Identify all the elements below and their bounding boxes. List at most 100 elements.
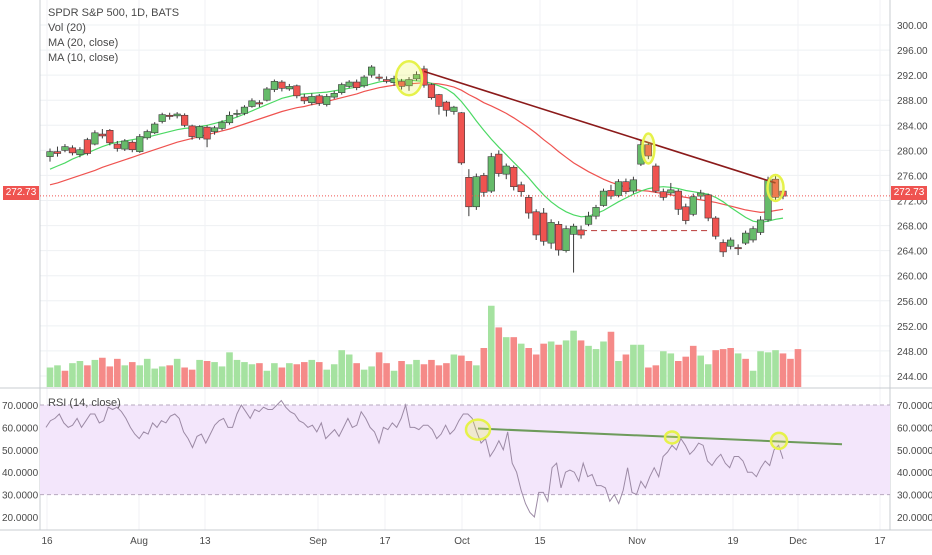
time-tick-label: 17: [874, 536, 886, 547]
main-legend: SPDR S&P 500, 1D, BATS Vol (20) MA (20, …: [48, 6, 179, 66]
volume-bar: [458, 355, 465, 387]
candle-body: [749, 228, 757, 241]
candle-body: [323, 96, 331, 105]
candle-body: [622, 181, 630, 193]
rsi-trendline[interactable]: [477, 427, 843, 446]
volume-bar: [577, 340, 585, 387]
volume-bar: [360, 369, 368, 387]
candle-body: [368, 66, 376, 76]
volume-bar: [540, 343, 547, 387]
rsi-legend[interactable]: RSI (14, close): [48, 397, 121, 409]
volume-bar: [592, 349, 600, 387]
legend-ma10[interactable]: MA (10, close): [48, 52, 119, 64]
candle-body: [607, 190, 615, 197]
candle-body: [412, 74, 421, 80]
candle-body: [293, 85, 301, 97]
candle-body: [53, 151, 62, 154]
volume-bar: [84, 365, 91, 387]
candle-body: [540, 212, 548, 242]
volume-bar: [435, 365, 443, 387]
candle-body: [689, 196, 697, 215]
candle-body: [308, 96, 316, 104]
volume-bar: [203, 361, 211, 387]
candle-body: [442, 101, 451, 111]
volume-bar: [749, 370, 757, 387]
candle-body: [225, 114, 234, 124]
candle-body: [248, 100, 256, 107]
candle-body: [487, 156, 495, 192]
legend-vol[interactable]: Vol (20): [48, 22, 86, 34]
price-tick-label: 276.00: [897, 171, 928, 182]
price-tick-label: 260.00: [897, 272, 928, 283]
volume-bar: [301, 362, 308, 387]
candle-body: [532, 211, 540, 236]
candle-body: [233, 113, 241, 115]
highlight-ellipse[interactable]: [394, 60, 424, 97]
time-tick-label: Aug: [130, 536, 148, 547]
resistance-trendline[interactable]: [423, 70, 776, 184]
candle-body: [472, 176, 480, 208]
legend-ma20[interactable]: MA (20, close): [48, 37, 119, 49]
legend-title[interactable]: SPDR S&P 500, 1D, BATS: [48, 7, 180, 19]
candle-body: [682, 206, 690, 221]
volume-bar: [674, 361, 682, 387]
volume-bar: [143, 358, 151, 387]
volume-bar: [211, 362, 218, 387]
volume-bar: [450, 354, 458, 387]
candle-body: [136, 136, 144, 152]
candle-body: [637, 144, 645, 165]
volume-bar: [390, 370, 398, 387]
rsi-highlight-ellipse[interactable]: [769, 431, 789, 451]
candle-body: [495, 153, 503, 174]
volume-bar: [517, 343, 525, 387]
candle-body: [263, 88, 271, 101]
candle-body: [76, 149, 84, 156]
candle-body: [569, 225, 578, 235]
volume-bar: [525, 348, 532, 387]
volume-bar: [278, 367, 286, 387]
volume-bar: [114, 358, 121, 387]
price-tick-label: 300.00: [897, 21, 928, 32]
rsi-tick-label-left: 30.0000: [2, 491, 39, 502]
price-tick-label: 292.00: [897, 71, 928, 82]
candle-body: [382, 79, 391, 82]
volume-bar: [562, 340, 570, 387]
volume-bar: [136, 365, 144, 387]
candle-body: [98, 133, 106, 137]
highlight-ellipse[interactable]: [641, 132, 656, 165]
volume-bar: [689, 345, 697, 387]
volume-bar: [383, 363, 390, 387]
volume-bar: [547, 341, 555, 387]
rsi-tick-label-left: 40.0000: [2, 468, 39, 479]
candle-body: [756, 219, 765, 233]
highlight-ellipse[interactable]: [766, 173, 785, 203]
volume-bar: [667, 353, 675, 387]
volume-bar: [256, 363, 263, 387]
candle-body: [667, 189, 675, 194]
candle-body: [61, 146, 69, 151]
price-tick-label: 284.00: [897, 121, 928, 132]
volume-bar: [645, 367, 652, 387]
volume-bar: [308, 359, 316, 387]
candle-body: [181, 114, 189, 126]
volume-bar: [173, 358, 181, 387]
volume-bar: [742, 358, 749, 387]
price-tick-label: 248.00: [897, 347, 928, 358]
candle-body: [330, 93, 338, 98]
volume-bar: [271, 363, 278, 387]
volume-bar: [166, 365, 173, 387]
volume-bar: [248, 364, 256, 387]
volume-bar: [607, 331, 615, 387]
volume-bar: [91, 359, 99, 387]
volume-bar: [757, 351, 764, 387]
volume-bar: [772, 350, 779, 387]
volume-bar: [218, 366, 226, 387]
rsi-highlight-ellipse[interactable]: [464, 418, 492, 441]
volume-bar: [196, 359, 203, 387]
candle-body: [465, 177, 473, 208]
candle-body: [203, 126, 211, 140]
candle-body: [435, 94, 443, 107]
candle-body: [614, 181, 623, 196]
rsi-highlight-ellipse[interactable]: [663, 430, 681, 445]
